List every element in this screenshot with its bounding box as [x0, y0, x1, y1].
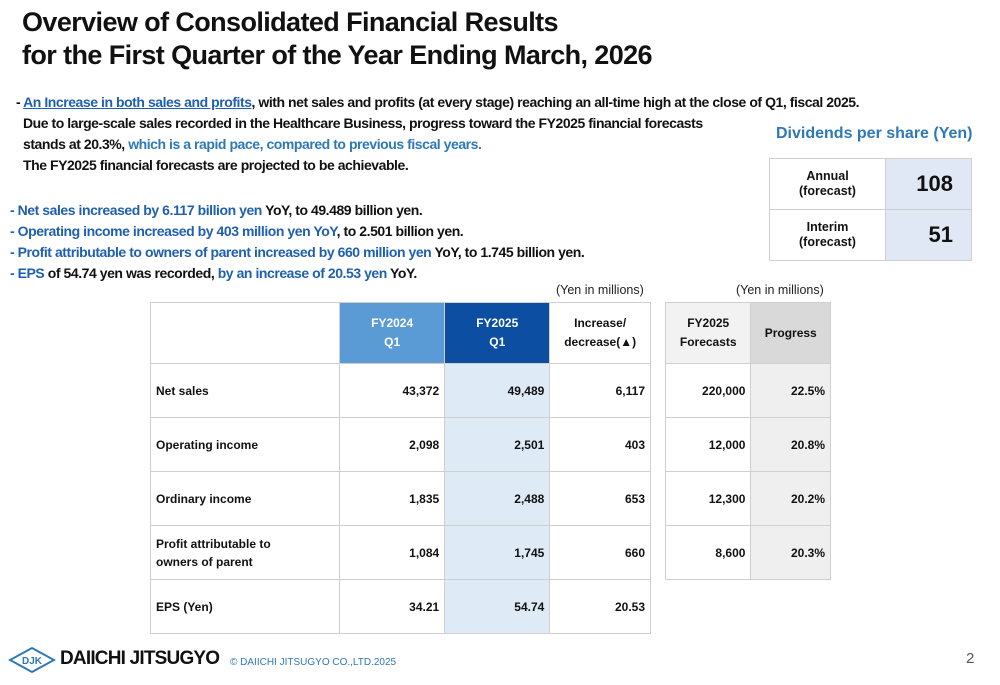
value-cell: 20.3% — [750, 525, 831, 580]
value-cell: 12,000 — [664, 417, 752, 472]
logo-diamond — [8, 646, 56, 674]
table-row: 220,000 22.5% — [664, 363, 831, 418]
summary-line: - An Increase in both sales and profits,… — [16, 94, 860, 110]
value-cell: 2,501 — [444, 417, 551, 472]
logo-text: DJK — [22, 656, 43, 667]
dividends-title: Dividends per share (Yen) — [776, 125, 973, 142]
table-row: Interim (forecast) 51 — [769, 209, 972, 261]
table-body: FY2024 Q1 FY2025 Q1 Increase/ decrease(▲) N… — [149, 302, 651, 634]
value-cell: 54.74 — [444, 579, 551, 634]
value-cell: 1,084 — [339, 525, 446, 580]
value-cell: 43,372 — [339, 363, 446, 418]
dividend-value: 51 — [885, 209, 972, 261]
value-cell: 34.21 — [339, 579, 446, 634]
summary-line: Due to large-scale sales recorded in the… — [23, 115, 703, 131]
highlight: by an increase of 20.53 yen — [217, 265, 388, 281]
table-row: 12,000 20.8% — [664, 417, 831, 472]
row-label: Interim (forecast) — [769, 209, 886, 261]
unit-label: (Yen in millions) — [736, 283, 824, 297]
table-row: FY2025 Forecasts Progress — [664, 302, 831, 364]
row-label: Profit attributable to owners of parent — [149, 525, 341, 580]
row-label: Net sales — [149, 363, 341, 418]
table-body: FY2025 Forecasts Progress 220,000 22.5% 12,0… — [664, 302, 831, 580]
table-row: EPS (Yen) 34.21 54.74 20.53 — [149, 579, 651, 634]
header-cell — [149, 302, 341, 364]
table-row: Net sales 43,372 49,489 6,117 — [149, 363, 651, 418]
value-cell: 1,835 — [339, 471, 446, 526]
text: YoY, to 49.489 billion yen. — [261, 202, 423, 218]
text: stands at 20.3%, — [23, 136, 129, 152]
bullet: - Profit attributable to owners of paren… — [10, 244, 585, 260]
table-row: FY2024 Q1 FY2025 Q1 Increase/ decrease(▲) — [149, 302, 651, 364]
highlight: - Operating income increased by 403 mill… — [10, 223, 337, 239]
dividend-value: 108 — [885, 158, 972, 210]
text: , with net sales and profits (at every s… — [251, 94, 860, 110]
title: Overview of Consolidated Financial Resul… — [22, 6, 653, 72]
value-cell: 2,098 — [339, 417, 446, 472]
value-cell: 6,117 — [549, 363, 651, 418]
value-cell: 22.5% — [750, 363, 831, 418]
table-row: 8,600 20.3% — [664, 525, 831, 580]
row-label: EPS (Yen) — [149, 579, 341, 634]
text: The FY2025 financial forecasts are proje… — [23, 157, 409, 173]
title-line: for the First Quarter of the Year Ending… — [22, 40, 653, 70]
text: , to 2.501 billion yen. — [336, 223, 464, 239]
value-cell: 20.8% — [750, 417, 831, 472]
table-row: Operating income 2,098 2,501 403 — [149, 417, 651, 472]
value-cell: 660 — [549, 525, 651, 580]
page-number: 2 — [966, 650, 975, 667]
bullet: - Net sales increased by 6.117 billion y… — [10, 202, 423, 218]
copyright: © DAIICHI JITSUGYO CO.,LTD.2025 — [230, 657, 397, 668]
row-label: Operating income — [149, 417, 341, 472]
highlight: - EPS — [10, 265, 45, 281]
summary-line: The FY2025 financial forecasts are proje… — [23, 157, 409, 173]
summary-line: stands at 20.3%, which is a rapid pace, … — [23, 136, 482, 152]
dividends-table: Annual (forecast) 108 Interim (forecast) 51 — [769, 158, 972, 261]
text: YoY, to 1.745 billion yen. — [431, 244, 585, 260]
title-line: Overview of Consolidated Financial Resul… — [22, 7, 559, 37]
table-row: Annual (forecast) 108 — [769, 158, 972, 210]
header-cell: Progress — [750, 302, 831, 364]
value-cell: 12,300 — [664, 471, 752, 526]
table-row: 12,300 20.2% — [664, 471, 831, 526]
value-cell: 220,000 — [664, 363, 752, 418]
text: - — [16, 94, 24, 110]
highlight: An Increase in both sales and profits — [23, 94, 252, 110]
highlight: - Profit attributable to owners of paren… — [10, 244, 432, 260]
unit-label: (Yen in millions) — [556, 283, 644, 297]
value-cell: 49,489 — [444, 363, 551, 418]
bullet: - Operating income increased by 403 mill… — [10, 223, 464, 239]
value-cell: 2,488 — [444, 471, 551, 526]
logo-mark: DJK — [8, 646, 56, 674]
company-name: DAIICHI JITSUGYO — [60, 648, 220, 669]
table-row: Profit attributable to owners of parent 1… — [149, 525, 651, 580]
forecast-table: FY2025 Forecasts Progress 220,000 22.5% 12,0… — [664, 302, 831, 580]
value-cell: 20.2% — [750, 471, 831, 526]
bullet: - EPS of 54.74 yen was recorded, by an i… — [10, 265, 417, 281]
text: of 54.74 yen was recorded, — [44, 265, 218, 281]
value-cell: 8,600 — [664, 525, 752, 580]
highlight: which is a rapid pace, compared to previ… — [128, 136, 482, 152]
value-cell: 653 — [549, 471, 651, 526]
header-cell: FY2024 Q1 — [339, 302, 446, 364]
header-cell: FY2025 Forecasts — [664, 302, 752, 364]
value-cell: 20.53 — [549, 579, 651, 634]
row-label: Ordinary income — [149, 471, 341, 526]
value-cell: 1,745 — [444, 525, 551, 580]
value-cell: 403 — [549, 417, 651, 472]
header-cell: FY2025 Q1 — [444, 302, 551, 364]
text: YoY. — [386, 265, 417, 281]
row-label: Annual (forecast) — [769, 158, 886, 210]
text: Due to large-scale sales recorded in the… — [23, 115, 703, 131]
header-cell: Increase/ decrease(▲) — [549, 302, 651, 364]
table-row: Ordinary income 1,835 2,488 653 — [149, 471, 651, 526]
table-body: Annual (forecast) 108 Interim (forecast) 51 — [769, 158, 972, 261]
results-table: FY2024 Q1 FY2025 Q1 Increase/ decrease(▲) N… — [149, 302, 651, 634]
highlight: - Net sales increased by 6.117 billion y… — [10, 202, 262, 218]
